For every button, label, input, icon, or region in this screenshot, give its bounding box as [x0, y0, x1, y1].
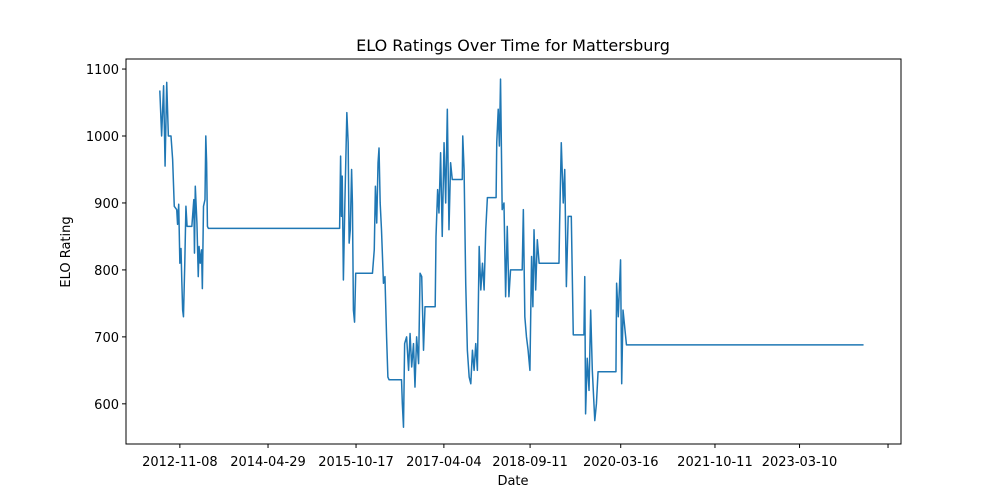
y-tick-label: 1100: [86, 63, 119, 78]
x-tick-label: 2021-10-11: [677, 455, 753, 470]
y-tick-label: 1000: [86, 130, 119, 145]
y-tick-label: 800: [94, 264, 119, 279]
y-axis-label: ELO Rating: [59, 216, 74, 287]
x-axis-label: Date: [497, 474, 528, 489]
x-tick-label: 2014-04-29: [230, 455, 306, 470]
x-tick-label: 2023-03-10: [762, 455, 838, 470]
data-line: [159, 78, 864, 429]
x-tick-label: 2015-10-17: [318, 455, 394, 470]
x-tick-label: 2017-04-04: [406, 455, 482, 470]
x-tick-label: 2020-03-16: [583, 455, 659, 470]
chart-title: ELO Ratings Over Time for Mattersburg: [356, 36, 670, 55]
y-tick-label: 600: [94, 398, 119, 413]
plot-frame: [125, 58, 902, 445]
y-tick-label: 900: [94, 197, 119, 212]
x-tick-label: 2012-11-08: [142, 455, 218, 470]
y-tick-label: 700: [94, 331, 119, 346]
x-tick-label: 2018-09-11: [492, 455, 568, 470]
